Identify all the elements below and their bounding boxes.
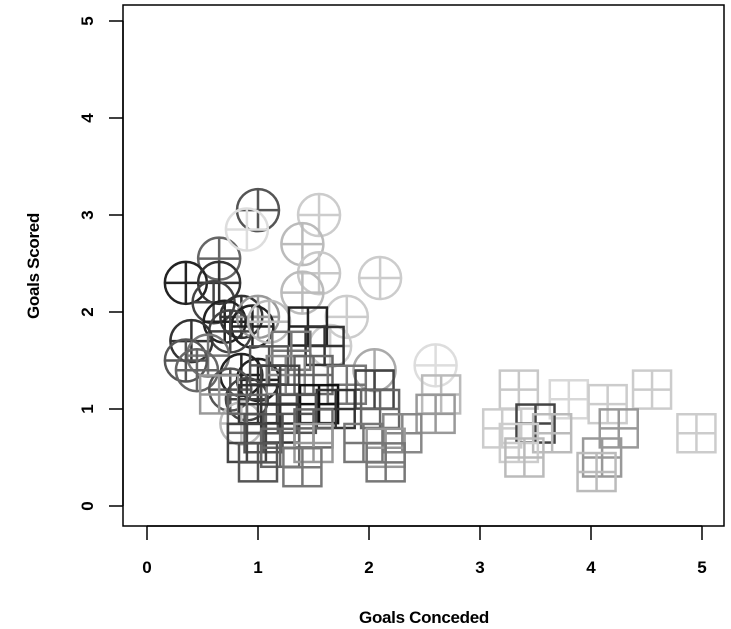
x-axis-title: Goals Conceded: [359, 608, 489, 627]
x-tick-label: 3: [475, 558, 484, 577]
square-plus-point: [359, 388, 401, 430]
y-tick-label: 0: [78, 501, 97, 510]
square-plus-point: [304, 325, 345, 367]
circle-plus-point: [208, 309, 253, 354]
y-tick-label: 1: [78, 404, 97, 413]
circle-plus-point: [357, 255, 403, 301]
circle-plus-point: [246, 299, 292, 344]
square-plus-point: [293, 354, 334, 396]
y-tick-label: 4: [78, 113, 97, 123]
x-tick-label: 2: [364, 558, 373, 577]
square-plus-point: [576, 451, 617, 493]
square-plus-point: [631, 369, 673, 410]
square-plus-point: [293, 422, 334, 464]
circle-plus-point: [235, 187, 281, 233]
circle-plus-point: [163, 338, 209, 383]
square-plus-point: [598, 408, 639, 449]
square-plus-point: [676, 413, 717, 454]
square-plus-point: [481, 408, 523, 449]
circle-plus-point: [296, 250, 342, 296]
circle-plus-point: [224, 207, 270, 252]
square-plus-point: [587, 383, 628, 425]
square-plus-point: [498, 369, 540, 410]
circle-plus-point: [280, 221, 325, 267]
circle-plus-point: [296, 192, 342, 238]
circle-plus-point: [413, 343, 458, 388]
square-plus-point: [282, 446, 323, 488]
x-tick-label: 0: [142, 558, 151, 577]
x-axis: 0 1 2 3 4 5: [142, 525, 707, 577]
square-plus-point: [237, 442, 279, 483]
points-layer: [163, 187, 717, 493]
square-plus-point: [271, 330, 312, 372]
square-plus-point: [531, 413, 573, 454]
y-axis: 0 1 2 3 4 5: [78, 16, 124, 511]
square-plus-point: [504, 437, 545, 478]
y-axis-title: Goals Scored: [24, 213, 43, 319]
y-tick-label: 5: [78, 16, 97, 25]
x-tick-label: 5: [697, 558, 706, 577]
circle-plus-point: [174, 347, 220, 393]
x-tick-label: 4: [586, 558, 596, 577]
square-plus-point: [365, 442, 406, 483]
y-tick-label: 2: [78, 307, 97, 316]
x-tick-label: 1: [253, 558, 262, 577]
square-plus-point: [243, 413, 284, 454]
y-tick-label: 3: [78, 210, 97, 219]
